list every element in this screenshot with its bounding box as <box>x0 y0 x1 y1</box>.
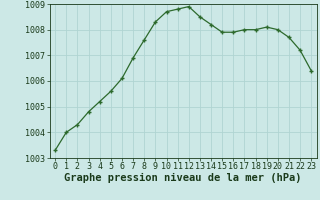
X-axis label: Graphe pression niveau de la mer (hPa): Graphe pression niveau de la mer (hPa) <box>64 173 302 183</box>
